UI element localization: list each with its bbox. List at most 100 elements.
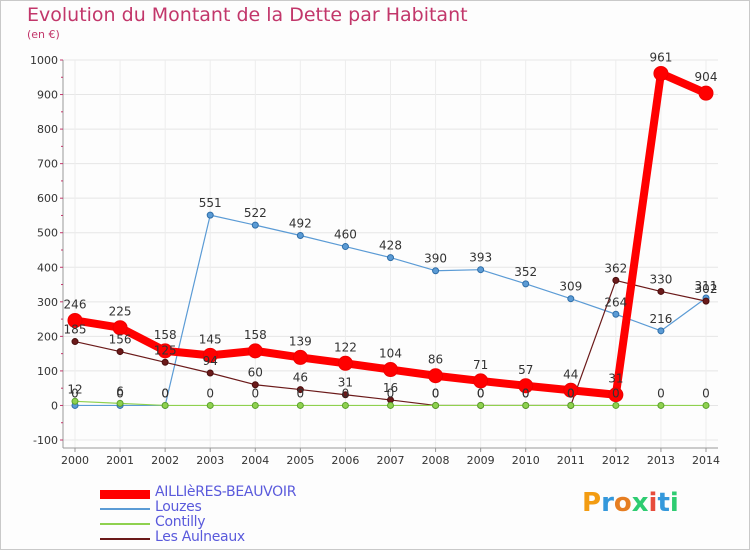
proxiti-logo: Proxiti (582, 488, 692, 522)
legend: AILLIèRES-BEAUVOIR Louzes Contilly Les Auln… (100, 484, 360, 546)
legend-item: Les Aulneaux (100, 529, 360, 546)
series-layer (67, 65, 714, 409)
logo-letter: i (669, 488, 679, 518)
data-label: 961 (649, 50, 672, 64)
data-label: 216 (649, 312, 672, 326)
logo-letter: P (582, 488, 602, 518)
y-tick-label: -100 (33, 434, 58, 447)
data-point (251, 381, 259, 389)
data-label: 0 (477, 386, 485, 400)
logo-letter: o (613, 488, 632, 518)
data-point (296, 401, 304, 409)
legend-item: Contilly (100, 514, 360, 531)
x-tick-label: 2011 (557, 454, 585, 467)
data-point (567, 401, 575, 409)
data-point (341, 391, 349, 399)
y-tick-label: 100 (37, 365, 58, 378)
data-point (296, 231, 304, 239)
data-point (477, 401, 485, 409)
data-label: 156 (109, 333, 132, 347)
data-label: 158 (244, 328, 267, 342)
data-point (567, 295, 575, 303)
data-point (608, 387, 624, 403)
chart-subtitle: (en €) (27, 28, 60, 41)
data-point (247, 343, 263, 359)
y-tick-label: 600 (37, 192, 58, 205)
data-label: 86 (428, 353, 443, 367)
data-label: 185 (64, 323, 87, 337)
data-point (428, 368, 444, 384)
data-label: 264 (604, 295, 627, 309)
data-point (206, 211, 214, 219)
data-label: 0 (116, 386, 124, 400)
y-tick-label: 900 (37, 89, 58, 102)
y-tick-label: 1000 (30, 54, 58, 67)
data-point (657, 327, 665, 335)
data-label: 0 (206, 386, 214, 400)
data-point (116, 348, 124, 356)
data-label: 0 (477, 386, 485, 400)
data-label: 0 (342, 386, 350, 400)
x-tick-label: 2012 (602, 454, 630, 467)
data-label: 31 (338, 376, 353, 390)
data-label-layer: 246 225 158 145 158 139 122 104 86 71 57 44 31 961 904… (64, 50, 718, 400)
data-label: 94 (203, 354, 218, 368)
axis-layer: -100010020030040050060070080090010002000… (30, 54, 720, 467)
data-label: 0 (567, 386, 575, 400)
data-point (522, 401, 530, 409)
data-label: 0 (161, 386, 169, 400)
x-tick-label: 2000 (61, 454, 89, 467)
legend-swatch (100, 538, 150, 540)
data-point (112, 320, 128, 336)
data-label: 0 (657, 386, 665, 400)
data-label: 460 (334, 228, 357, 242)
data-label: 352 (514, 265, 537, 279)
data-label: 0 (522, 386, 530, 400)
data-point (473, 373, 489, 389)
y-tick-label: 700 (37, 158, 58, 171)
data-point (432, 267, 440, 275)
data-label: 309 (559, 280, 582, 294)
data-label: 0 (567, 386, 575, 400)
legend-label: Louzes (155, 499, 202, 515)
data-point (387, 401, 394, 409)
legend-item: AILLIèRES-BEAUVOIR (100, 484, 360, 501)
data-label: 0 (251, 386, 259, 400)
data-point (702, 297, 710, 305)
logo-letter: x (631, 488, 649, 518)
data-label: 46 (293, 371, 308, 385)
data-point (657, 287, 665, 295)
data-point (251, 401, 259, 409)
data-label: 0 (71, 386, 79, 400)
data-label: 522 (244, 206, 267, 220)
data-label: 904 (695, 70, 718, 84)
data-label: 0 (161, 386, 169, 400)
data-label: 0 (702, 386, 710, 400)
data-label: 492 (289, 216, 312, 230)
data-label: 16 (383, 381, 398, 395)
data-point (341, 243, 349, 251)
data-label: 225 (109, 305, 132, 319)
data-point (292, 349, 308, 365)
data-label: 393 (469, 251, 492, 265)
data-point (612, 401, 620, 409)
data-label: 362 (604, 261, 627, 275)
data-point (337, 355, 353, 371)
data-point (383, 362, 398, 378)
y-tick-label: 0 (51, 399, 58, 412)
chart-title: Evolution du Montant de la Dette par Hab… (27, 4, 468, 26)
data-point (657, 401, 665, 409)
data-point (432, 401, 440, 409)
data-point (612, 276, 620, 284)
data-label: 158 (154, 328, 177, 342)
x-tick-label: 2005 (286, 454, 314, 467)
x-tick-label: 2013 (647, 454, 675, 467)
data-label: 6 (116, 384, 124, 398)
logo-letter: r (601, 488, 614, 518)
data-point (612, 310, 620, 318)
data-point (157, 343, 173, 359)
legend-swatch (100, 508, 150, 510)
x-tick-label: 2007 (377, 454, 405, 467)
data-point (116, 399, 124, 407)
